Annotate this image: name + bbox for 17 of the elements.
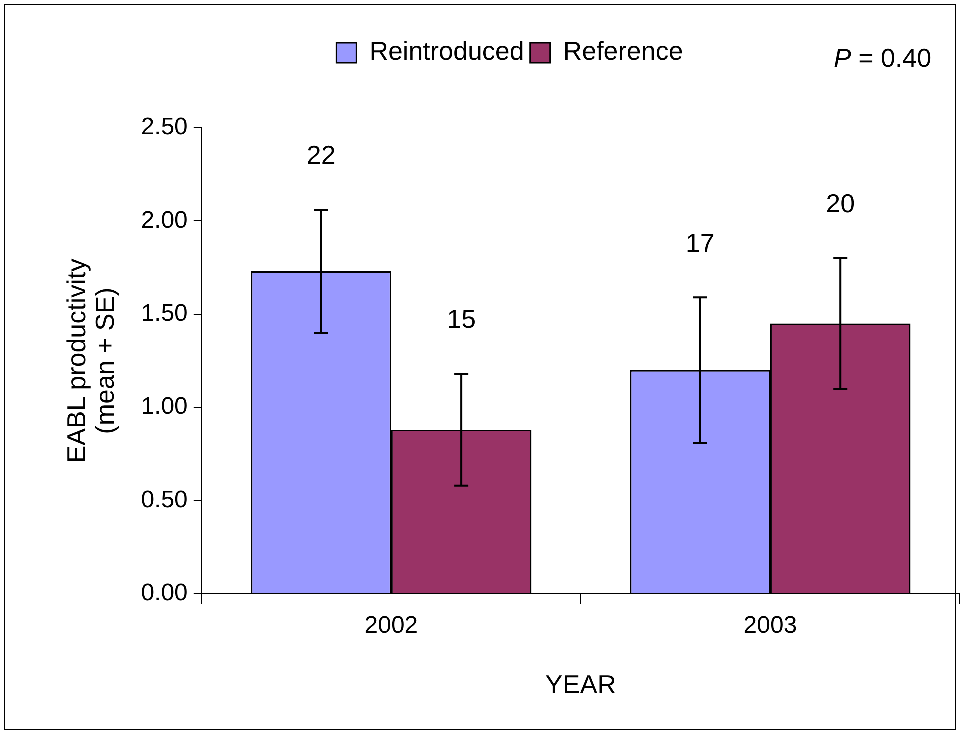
legend-label: Reintroduced bbox=[370, 36, 524, 66]
annotation: 22 bbox=[306, 140, 336, 170]
x-axis-title: YEAR bbox=[546, 670, 616, 700]
y-axis-title: EABL productivity (mean + SE) bbox=[61, 258, 120, 464]
x-tick-label: 2002 bbox=[364, 612, 418, 640]
y-tick-label: 0.00 bbox=[141, 580, 188, 607]
y-tick-label: 1.00 bbox=[141, 393, 188, 420]
y-tick-label: 0.50 bbox=[141, 486, 188, 514]
x-tick-label: 2003 bbox=[744, 612, 798, 640]
y-tick-label: 2.00 bbox=[141, 206, 188, 234]
legend-label: Reference bbox=[563, 36, 684, 66]
annotation: 20 bbox=[826, 188, 856, 219]
text: P = 0.40 bbox=[834, 43, 932, 74]
annotation: 15 bbox=[447, 304, 476, 334]
y-tick-label: 2.50 bbox=[141, 114, 188, 141]
annotation: 17 bbox=[686, 228, 715, 258]
y-tick-label: 1.50 bbox=[141, 300, 188, 328]
